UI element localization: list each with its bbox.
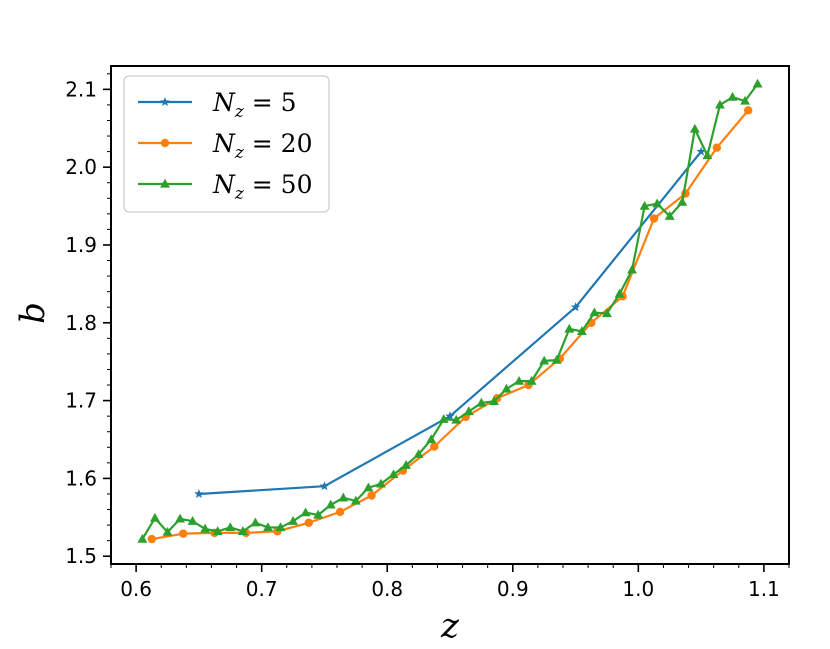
data-point	[743, 106, 753, 115]
data-point	[178, 529, 188, 538]
legend: Nz = 5 Nz = 20 Nz = 50	[123, 75, 330, 213]
y-tick-label: 1.6	[65, 466, 97, 490]
series-3	[137, 78, 763, 543]
data-point	[689, 123, 700, 133]
legend-marker	[160, 178, 170, 188]
data-point	[570, 302, 581, 312]
y-tick-label: 2.1	[65, 77, 97, 101]
data-point	[225, 522, 236, 532]
data-point	[702, 150, 713, 160]
data-point	[388, 469, 399, 479]
data-point	[752, 78, 763, 88]
legend-item: Nz = 5	[138, 88, 297, 122]
data-point	[147, 534, 157, 544]
data-point	[614, 288, 625, 298]
data-point	[319, 481, 330, 491]
plot-series	[137, 78, 763, 544]
data-point	[250, 517, 261, 527]
legend-marker	[160, 97, 170, 107]
data-point	[652, 198, 663, 208]
x-tick-label: 0.6	[120, 577, 152, 601]
x-axis-label: z	[440, 606, 460, 646]
y-tick-label: 1.5	[65, 544, 97, 568]
data-point	[551, 354, 562, 364]
legend-label: Nz = 50	[212, 170, 313, 204]
x-tick-label: 0.7	[246, 577, 278, 601]
data-point	[463, 406, 474, 416]
y-tick-label: 1.8	[65, 311, 97, 335]
plot-frame	[110, 65, 790, 565]
data-point	[237, 526, 248, 535]
data-point	[451, 414, 462, 424]
data-point	[476, 397, 487, 407]
y-tick-label: 1.9	[65, 233, 97, 257]
data-point	[194, 488, 204, 499]
data-point	[376, 478, 386, 488]
x-tick-label: 0.9	[497, 577, 529, 601]
data-point	[288, 516, 298, 525]
data-point	[338, 492, 349, 502]
x-tick-label: 1.1	[748, 577, 780, 601]
data-point	[363, 482, 374, 492]
data-point	[489, 396, 499, 406]
data-point	[401, 459, 411, 469]
data-point	[677, 196, 688, 206]
legend-label: Nz = 5	[212, 88, 297, 122]
x-tick-label: 0.8	[371, 577, 403, 601]
data-point	[696, 146, 706, 156]
data-point	[263, 522, 273, 532]
series-line	[151, 109, 750, 541]
data-point	[712, 143, 722, 152]
data-point	[187, 516, 198, 525]
y-tick-label: 2.0	[65, 155, 97, 179]
data-point	[325, 499, 336, 509]
legend-item: Nz = 20	[138, 129, 313, 163]
data-point	[664, 210, 675, 220]
data-point	[589, 307, 600, 317]
data-point	[162, 526, 173, 536]
data-point	[313, 509, 324, 519]
data-point	[627, 264, 637, 274]
data-point	[335, 507, 345, 517]
legend-item: Nz = 50	[138, 170, 313, 204]
data-point	[438, 414, 449, 423]
data-point	[526, 375, 537, 385]
data-point	[539, 355, 550, 365]
data-point	[430, 442, 439, 451]
data-point	[200, 523, 211, 533]
data-point	[564, 323, 575, 333]
series-1	[194, 146, 706, 499]
data-point	[740, 95, 750, 105]
legend-box	[123, 75, 330, 213]
data-point	[727, 91, 738, 101]
data-point	[501, 383, 512, 393]
data-point	[212, 526, 223, 535]
data-point	[300, 507, 311, 517]
data-point	[649, 214, 659, 223]
data-point	[602, 308, 612, 318]
data-point	[150, 512, 160, 522]
data-point	[275, 522, 286, 532]
data-point	[639, 200, 650, 210]
data-point	[445, 411, 455, 421]
data-point	[350, 495, 361, 505]
data-point	[137, 533, 148, 543]
axis-ticks: 0.6 0.7 0.8 0.9 1.0 1.1 1.5 1.6 1.7 1.8 1.9 2.0 2.1	[65, 73, 790, 601]
data-point	[426, 434, 437, 444]
data-point	[576, 326, 587, 335]
data-point	[304, 518, 313, 527]
data-point	[367, 491, 376, 500]
x-tick-label: 1.0	[622, 577, 654, 601]
data-point	[514, 375, 524, 385]
data-point	[413, 449, 424, 458]
data-point	[715, 99, 725, 109]
legend-label: Nz = 20	[212, 129, 313, 163]
y-tick-label: 1.7	[65, 389, 97, 413]
legend-marker	[160, 138, 170, 148]
y-axis-label: b	[13, 302, 53, 324]
data-point	[175, 513, 185, 523]
